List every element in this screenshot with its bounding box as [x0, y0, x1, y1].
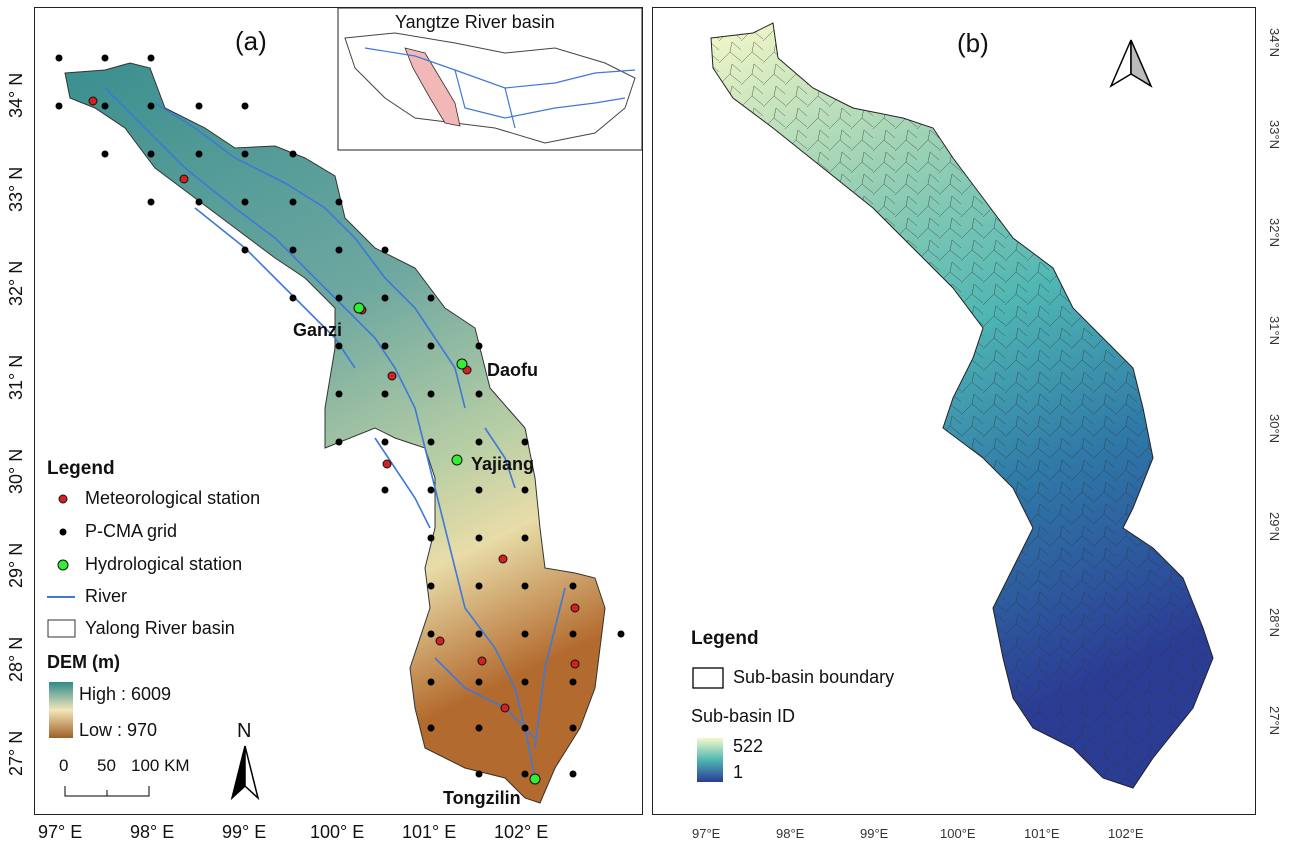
sub-basin-map: [692, 22, 1214, 789]
b-xtick-99: 99°E: [860, 826, 889, 841]
station-label-daofu: Daofu: [487, 360, 538, 380]
station-label-yajiang: Yajiang: [471, 454, 535, 474]
a-ytick-28: 28° N: [6, 636, 26, 682]
legend-sub-basin-boundary: Sub-basin boundary: [733, 667, 895, 687]
scale-label-50: 50: [97, 756, 116, 775]
north-arrow-b: [1109, 39, 1153, 88]
north-label-a: N: [237, 720, 252, 742]
meteo-legend-dot: [58, 494, 68, 504]
a-ytick-33: 33° N: [6, 166, 26, 212]
b-xtick-97: 97°E: [692, 826, 721, 841]
panel-a-label: (a): [235, 26, 267, 56]
basin-legend-box: [47, 619, 76, 638]
legend-sub-basin-id-title: Sub-basin ID: [691, 706, 796, 726]
station-label-ganzi: Ganzi: [293, 320, 343, 340]
b-ytick-29: 29°N: [1267, 512, 1282, 542]
grid-legend-dot: [59, 528, 67, 536]
legend-dem-low: Low : 970: [79, 720, 158, 740]
a-ytick-34: 34° N: [6, 72, 26, 118]
legend-id-low: 1: [733, 762, 744, 782]
a-ytick-31: 31° N: [6, 354, 26, 400]
b-xtick-98: 98°E: [776, 826, 805, 841]
legend-river: River: [85, 586, 128, 606]
inset-frame: [337, 8, 642, 151]
legend-id-high: 522: [733, 736, 764, 756]
hydrological-stations: [353, 302, 541, 785]
dem-legend-ramp: [49, 682, 73, 738]
pcma-grid-points: [55, 54, 625, 778]
panel-b-label: (b): [957, 28, 989, 58]
hydro-legend-dot: [57, 559, 69, 571]
inset-yangtze-outline: [344, 32, 636, 144]
a-ytick-29: 29° N: [6, 542, 26, 588]
legend-title-b: Legend: [691, 628, 759, 649]
a-xtick-102: 102° E: [494, 822, 549, 842]
scale-bar: [64, 786, 150, 797]
legend-dem-title: DEM (m): [47, 652, 120, 672]
north-arrow-a: [230, 745, 260, 801]
a-xtick-98: 98° E: [130, 822, 175, 842]
a-ytick-27: 27° N: [6, 730, 26, 776]
b-ytick-30: 30°N: [1267, 414, 1282, 444]
id-legend-ramp: [697, 738, 723, 782]
a-xtick-97: 97° E: [38, 822, 83, 842]
station-label-tongzilin: Tongzilin: [443, 788, 521, 808]
a-ytick-32: 32° N: [6, 260, 26, 306]
b-xtick-102: 102°E: [1108, 826, 1144, 841]
map-panel-a: (a) Yangtze River basin Ganzi Daofu Yaji…: [34, 7, 643, 815]
legend-title-a: Legend: [47, 458, 115, 479]
a-xtick-100: 100° E: [310, 822, 365, 842]
inset-title: Yangtze River basin: [395, 12, 555, 32]
b-ytick-27: 27°N: [1267, 706, 1282, 736]
b-ytick-28: 28°N: [1267, 608, 1282, 638]
map-panel-b: (b) Legend Sub-basin boundary Sub-basin …: [652, 7, 1256, 815]
meteorological-stations: [88, 96, 580, 713]
b-ytick-34: 34°N: [1267, 28, 1282, 58]
b-ytick-33: 33°N: [1267, 120, 1282, 150]
a-ytick-30: 30° N: [6, 448, 26, 494]
b-ytick-31: 31°N: [1267, 316, 1282, 346]
legend-meteorological-station: Meteorological station: [85, 488, 261, 508]
yalong-basin-dem-map: [47, 8, 642, 804]
sub-basin-boundaries: [711, 23, 1213, 788]
boundary-legend-box: [692, 667, 724, 689]
yalong-basin-shape: [64, 62, 606, 804]
a-xtick-99: 99° E: [222, 822, 267, 842]
b-ytick-32: 32°N: [1267, 218, 1282, 248]
a-xtick-101: 101° E: [402, 822, 457, 842]
legend-dem-high: High : 6009: [79, 684, 172, 704]
b-xtick-101: 101°E: [1024, 826, 1060, 841]
legend-hydrological-station: Hydrological station: [85, 554, 243, 574]
scale-label-100: 100 KM: [131, 756, 190, 775]
b-xtick-100: 100°E: [940, 826, 976, 841]
legend-yalong-basin: Yalong River basin: [85, 618, 235, 638]
inset-rivers: [364, 47, 636, 129]
legend-pcma-grid: P-CMA grid: [85, 521, 178, 541]
scale-label-0: 0: [59, 756, 69, 775]
